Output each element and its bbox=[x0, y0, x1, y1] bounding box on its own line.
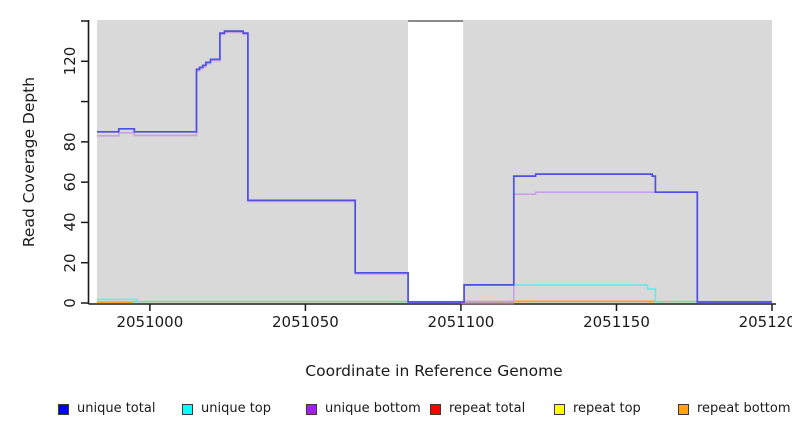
x-tick-label: 2051000 bbox=[116, 313, 184, 331]
legend-swatch-icon bbox=[678, 403, 689, 415]
series-unique-top bbox=[97, 298, 141, 303]
x-tick-label: 2051050 bbox=[272, 313, 339, 331]
series-unique-total bbox=[97, 30, 772, 303]
y-tick-label: 40 bbox=[61, 212, 79, 232]
legend-swatch-icon bbox=[430, 403, 441, 415]
legend-label: unique bottom bbox=[325, 401, 421, 416]
x-tick-label: 2051100 bbox=[427, 313, 495, 331]
masked-region bbox=[408, 20, 464, 303]
legend-swatch-icon bbox=[58, 403, 69, 415]
legend-item: repeat total bbox=[430, 401, 525, 417]
legend-label: unique total bbox=[77, 401, 156, 416]
x-axis-title: Coordinate in Reference Genome bbox=[305, 362, 563, 380]
y-axis-title: Read Coverage Depth bbox=[20, 76, 38, 248]
x-tick-label: 2051200 bbox=[738, 313, 792, 331]
x-tick-label: 2051150 bbox=[583, 313, 650, 331]
legend-label: repeat top bbox=[573, 401, 641, 416]
legend-item: unique bottom bbox=[306, 401, 421, 417]
y-tick-label: 80 bbox=[61, 132, 79, 152]
legend-item: repeat bottom bbox=[678, 401, 791, 417]
legend-swatch-icon bbox=[306, 403, 317, 415]
legend-item: unique total bbox=[58, 401, 155, 417]
legend-swatch-icon bbox=[554, 403, 565, 415]
y-tick-label: 120 bbox=[61, 46, 79, 76]
y-tick-label: 20 bbox=[61, 253, 79, 273]
legend-label: unique top bbox=[201, 401, 272, 416]
y-tick-label: 0 bbox=[61, 298, 79, 308]
series-unique-top bbox=[464, 284, 659, 303]
legend-label: repeat total bbox=[449, 401, 526, 416]
legend-label: repeat bottom bbox=[697, 401, 791, 416]
y-tick-label: 60 bbox=[61, 172, 79, 192]
legend-swatch-icon bbox=[182, 403, 193, 415]
legend-item: repeat top bbox=[554, 401, 641, 417]
legend-item: unique top bbox=[182, 401, 271, 417]
